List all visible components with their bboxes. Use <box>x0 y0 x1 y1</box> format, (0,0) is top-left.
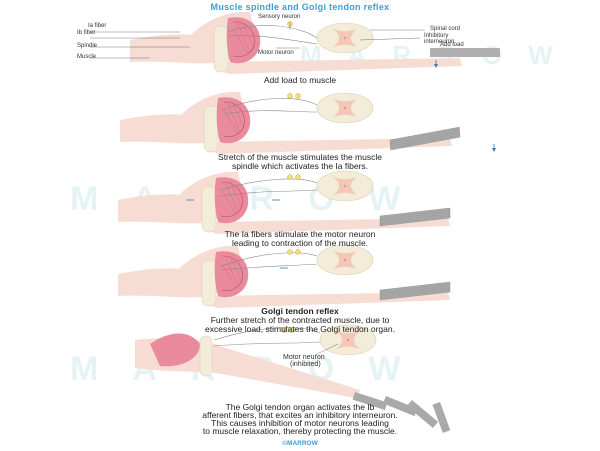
caption-panel-2-line-2: spindle which activates the Ia fibers. <box>231 161 369 171</box>
page-title: Muscle spindle and Golgi tendon reflex <box>210 2 390 12</box>
label-motor-neuron-inhibited: Motor neuron <box>283 354 325 361</box>
panel-4 <box>117 244 451 309</box>
panel-1 <box>90 11 500 75</box>
caption-panel-4-line-1: Further stretch of the contracted muscle… <box>210 315 390 325</box>
label-muscle: Muscle <box>77 54 97 60</box>
caption-panel-5-line-3: This causes inhibition of motor neurons … <box>211 418 389 428</box>
label-ib-fiber: Ib fiber <box>77 30 96 36</box>
label-interneuron: interneuron <box>424 39 455 45</box>
caption-panel-3-line-1: The Ia fibers stimulate the motor neuron <box>224 229 376 239</box>
label-inhibited: (inhibited) <box>290 361 321 368</box>
copyright: ©MARROW <box>282 440 318 447</box>
panel-3 <box>117 170 451 235</box>
caption-panel-3-line-2: leading to contraction of the muscle. <box>231 238 369 248</box>
label-ia-fiber: Ia fiber <box>88 23 107 29</box>
label-inhibitory: Inhibitory <box>424 33 449 39</box>
caption-panel-5-line-2: afferent fibers, that excites an inhibit… <box>202 410 398 420</box>
caption-panel-5-line-1: The Golgi tendon organ activates the Ib <box>225 402 375 412</box>
caption-panel-1: Add load to muscle <box>263 75 337 85</box>
caption-panel-5-line-4: to muscle relaxation, thereby protecting… <box>202 426 398 436</box>
caption-panel-2-line-1: Stretch of the muscle stimulates the mus… <box>218 152 382 162</box>
label-spinal-cord: Spinal cord <box>430 26 461 32</box>
label-add-load: Add load <box>440 42 464 48</box>
panel-5 <box>135 324 451 433</box>
label-sensory-neuron: Sensory neuron <box>258 14 301 20</box>
panel-2 <box>119 91 496 155</box>
caption-panel-4-line-2: excessive load, stimulates the Golgi ten… <box>205 324 395 334</box>
label-spindle: Spindle <box>77 43 98 49</box>
label-motor-neuron: Motor neuron <box>258 50 294 56</box>
heading-golgi-tendon-reflex: Golgi tendon reflex <box>261 306 339 316</box>
